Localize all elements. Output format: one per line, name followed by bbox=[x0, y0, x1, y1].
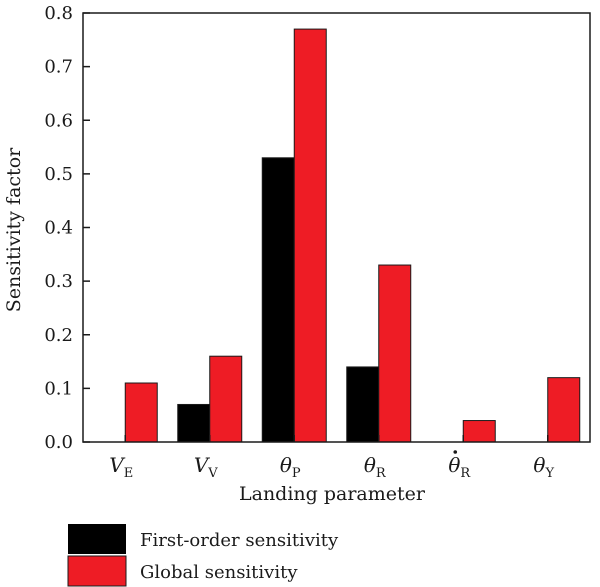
bar-global bbox=[124, 382, 158, 443]
bar-global bbox=[462, 420, 496, 443]
legend-label-global: Global sensitivity bbox=[140, 562, 298, 583]
x-tick-label: VV bbox=[194, 453, 218, 481]
bar-first-order bbox=[346, 366, 380, 443]
x-tick-label: θY bbox=[533, 453, 554, 481]
bar-global bbox=[378, 264, 412, 443]
y-tick-label: 0.0 bbox=[44, 432, 73, 453]
x-tick-label: θP bbox=[280, 453, 301, 481]
bar-global bbox=[547, 377, 581, 443]
x-tick-label: θR bbox=[364, 453, 387, 481]
bars-group bbox=[124, 28, 581, 443]
y-tick-label: 0.6 bbox=[44, 110, 73, 131]
legend-swatch-first-order bbox=[68, 524, 126, 554]
y-tick-label: 0.8 bbox=[44, 3, 73, 24]
y-tick-label: 0.7 bbox=[44, 57, 73, 78]
bar-first-order bbox=[261, 157, 295, 443]
y-axis-title: Sensitivity factor bbox=[3, 147, 25, 312]
plot-frame bbox=[82, 12, 591, 443]
x-axis-title: Landing parameter bbox=[239, 483, 426, 505]
y-tick-label: 0.1 bbox=[44, 378, 73, 399]
bar-global bbox=[209, 355, 243, 443]
y-tick-label: 0.3 bbox=[44, 271, 73, 292]
x-tick-label: VE bbox=[109, 453, 133, 481]
bar-global bbox=[293, 28, 327, 443]
y-tick-label: 0.4 bbox=[44, 218, 73, 239]
x-axis-ticks: VE VV θP θR θR θY bbox=[109, 435, 554, 481]
derivative-dot bbox=[453, 450, 458, 454]
y-tick-label: 0.2 bbox=[44, 325, 73, 346]
y-tick-label: 0.5 bbox=[44, 164, 73, 185]
legend: First-order sensitivity Global sensitivi… bbox=[67, 524, 339, 587]
legend-swatch-global bbox=[67, 555, 127, 587]
x-tick-label: θR bbox=[448, 453, 471, 481]
legend-label-first-order: First-order sensitivity bbox=[140, 530, 339, 551]
bar-first-order bbox=[177, 403, 211, 443]
y-axis-ticks: 0.0 0.1 0.2 0.3 0.4 0.5 0.6 0.7 0.8 bbox=[44, 3, 90, 453]
